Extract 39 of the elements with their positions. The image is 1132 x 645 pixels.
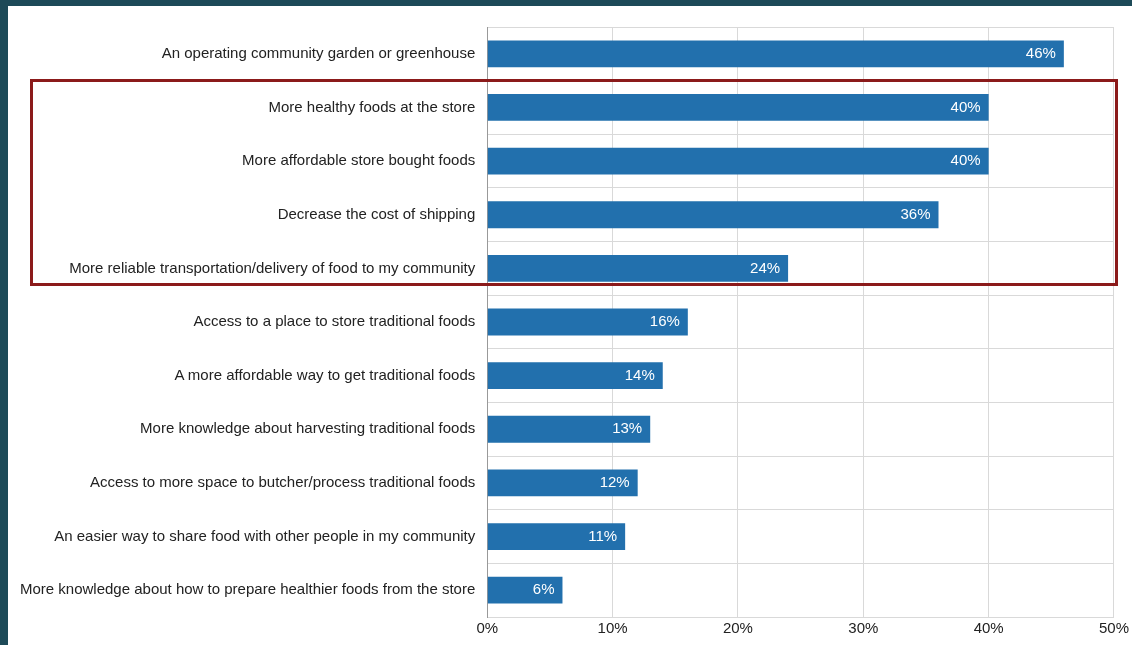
data-label: 12% (599, 473, 630, 491)
x-tick-label: 10% (597, 619, 628, 637)
y-tick-label: Decrease the cost of shipping (277, 204, 476, 222)
x-tick-label: 30% (848, 619, 879, 637)
bar (487, 308, 688, 336)
data-label: 24% (750, 258, 781, 276)
y-tick-label: An easier way to share food with other people in my community (54, 526, 476, 544)
y-tick-label: More reliable transportation/delivery of food to my community (69, 258, 476, 276)
y-tick-label: An operating community garden or greenhouse (161, 43, 476, 61)
data-label: 40% (950, 97, 981, 115)
bar (487, 469, 638, 497)
data-label: 14% (624, 365, 655, 383)
x-tick-label: 20% (722, 619, 753, 637)
bar (487, 201, 939, 229)
data-label: 6% (532, 580, 555, 598)
x-tick-label: 40% (973, 619, 1004, 637)
bar (487, 40, 1064, 68)
x-tick-label: 50% (1098, 619, 1129, 637)
data-label: 46% (1025, 43, 1056, 61)
y-tick-label: More knowledge about how to prepare healthier foods from the store (19, 580, 476, 598)
bar (487, 415, 651, 443)
bar (487, 254, 789, 282)
bar (487, 94, 989, 121)
x-tick-label: 0% (476, 619, 499, 637)
data-label: 40% (950, 151, 981, 169)
data-label: 16% (649, 312, 680, 330)
y-tick-label: Access to more space to butcher/process traditional foods (90, 473, 476, 491)
y-tick-label: More knowledge about harvesting traditional foods (140, 419, 476, 437)
bar (487, 576, 563, 604)
data-label: 11% (588, 526, 618, 544)
y-tick-label: More affordable store bought foods (242, 151, 476, 169)
data-label: 36% (900, 204, 931, 222)
y-tick-label: A more affordable way to get traditional foods (174, 365, 476, 383)
bar (487, 362, 663, 390)
data-label: 13% (612, 419, 643, 437)
y-tick-label: Access to a place to store traditional foods (193, 312, 476, 330)
bar (487, 523, 626, 550)
bar (487, 147, 989, 175)
y-tick-label: More healthy foods at the store (268, 97, 476, 115)
